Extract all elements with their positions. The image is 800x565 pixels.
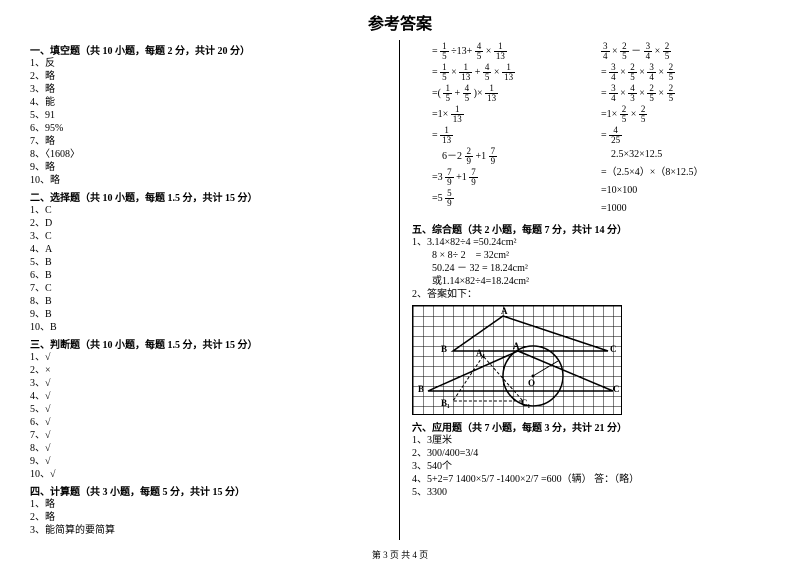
geometry-figure: A B C A B C A₁ B₁ C₁ O [412, 305, 622, 415]
s3-item: 3、√ [30, 377, 387, 390]
s6-item: 1、3厘米 [412, 434, 770, 447]
s3-item: 1、√ [30, 351, 387, 364]
label-A2: A₁ [476, 348, 485, 358]
s2-item: 7、C [30, 282, 387, 295]
s3-item: 9、√ [30, 455, 387, 468]
label-C1: C [613, 384, 620, 394]
s1-item: 8、〈1608〉 [30, 148, 387, 161]
s1-item: 2、略 [30, 70, 387, 83]
s3-item: 6、√ [30, 416, 387, 429]
s1-item: 3、略 [30, 83, 387, 96]
s3-item: 10、√ [30, 468, 387, 481]
label-A: A [501, 306, 508, 316]
s3-item: 4、√ [30, 390, 387, 403]
section-6-header: 六、应用题（共 7 小题，每题 3 分，共计 21 分） [412, 419, 770, 434]
s3-item: 8、√ [30, 442, 387, 455]
s4-item: 1、略 [30, 498, 387, 511]
s3-item: 5、√ [30, 403, 387, 416]
s6-item: 2、300/400=3/4 [412, 447, 770, 460]
section-5-header: 五、综合题（共 2 小题，每题 7 分，共计 14 分） [412, 221, 770, 236]
s6-item: 3、540个 [412, 460, 770, 473]
label-B1: B [418, 384, 424, 394]
s2-item: 2、D [30, 217, 387, 230]
s3-item: 2、× [30, 364, 387, 377]
s5-item: 50.24 － 32 = 18.24cm² [412, 262, 770, 275]
s2-item: 8、B [30, 295, 387, 308]
label-B: B [441, 344, 447, 354]
label-C2: C₁ [521, 398, 530, 408]
content-columns: 一、填空题（共 10 小题，每题 2 分，共计 20 分） 1、反 2、略 3、… [30, 40, 770, 540]
math-col-2: 34 × 25 － 34 × 25= 34 × 25 × 34 × 25= 34… [601, 40, 770, 219]
page-footer: 第 3 页 共 4 页 [0, 548, 800, 561]
s6-item: 4、5+2=7 1400×5/7 -1400×2/7 =600（辆） 答：（略） [412, 473, 770, 486]
s1-item: 1、反 [30, 57, 387, 70]
section-4-header: 四、计算题（共 3 小题，每题 5 分，共计 15 分） [30, 483, 387, 498]
s5-item: 8 × 8÷ 2 = 32cm² [412, 249, 770, 262]
s2-item: 3、C [30, 230, 387, 243]
right-column: = 15 ÷13+ 45 × 113= 15 × 113 + 45 × 113=… [400, 40, 770, 540]
s1-item: 7、略 [30, 135, 387, 148]
math-col-1: = 15 ÷13+ 45 × 113= 15 × 113 + 45 × 113=… [412, 40, 601, 219]
s1-item: 10、略 [30, 174, 387, 187]
s1-item: 9、略 [30, 161, 387, 174]
math-calculations: = 15 ÷13+ 45 × 113= 15 × 113 + 45 × 113=… [412, 40, 770, 219]
label-C: C [610, 344, 617, 354]
s1-item: 5、91 [30, 109, 387, 122]
section-1-header: 一、填空题（共 10 小题，每题 2 分，共计 20 分） [30, 42, 387, 57]
s2-item: 1、C [30, 204, 387, 217]
page-title: 参考答案 [30, 10, 770, 34]
s3-item: 7、√ [30, 429, 387, 442]
s5-item: 或1.14×82÷4=18.24cm² [412, 275, 770, 288]
s2-item: 10、B [30, 321, 387, 334]
s5-item: 1、3.14×82÷4 =50.24cm² [412, 236, 770, 249]
s5-item: 2、答案如下： [412, 288, 770, 301]
s1-item: 4、能 [30, 96, 387, 109]
s2-item: 4、A [30, 243, 387, 256]
label-A1: A [513, 341, 520, 351]
label-O: O [528, 378, 535, 388]
s2-item: 9、B [30, 308, 387, 321]
s6-item: 5、3300 [412, 486, 770, 499]
s4-item: 3、能简算的要简算 [30, 524, 387, 537]
s2-item: 5、B [30, 256, 387, 269]
s4-item: 2、略 [30, 511, 387, 524]
section-2-header: 二、选择题（共 10 小题，每题 1.5 分，共计 15 分） [30, 189, 387, 204]
s1-item: 6、95% [30, 122, 387, 135]
s2-item: 6、B [30, 269, 387, 282]
section-3-header: 三、判断题（共 10 小题，每题 1.5 分，共计 15 分） [30, 336, 387, 351]
left-column: 一、填空题（共 10 小题，每题 2 分，共计 20 分） 1、反 2、略 3、… [30, 40, 400, 540]
label-B2: B₁ [441, 398, 450, 408]
